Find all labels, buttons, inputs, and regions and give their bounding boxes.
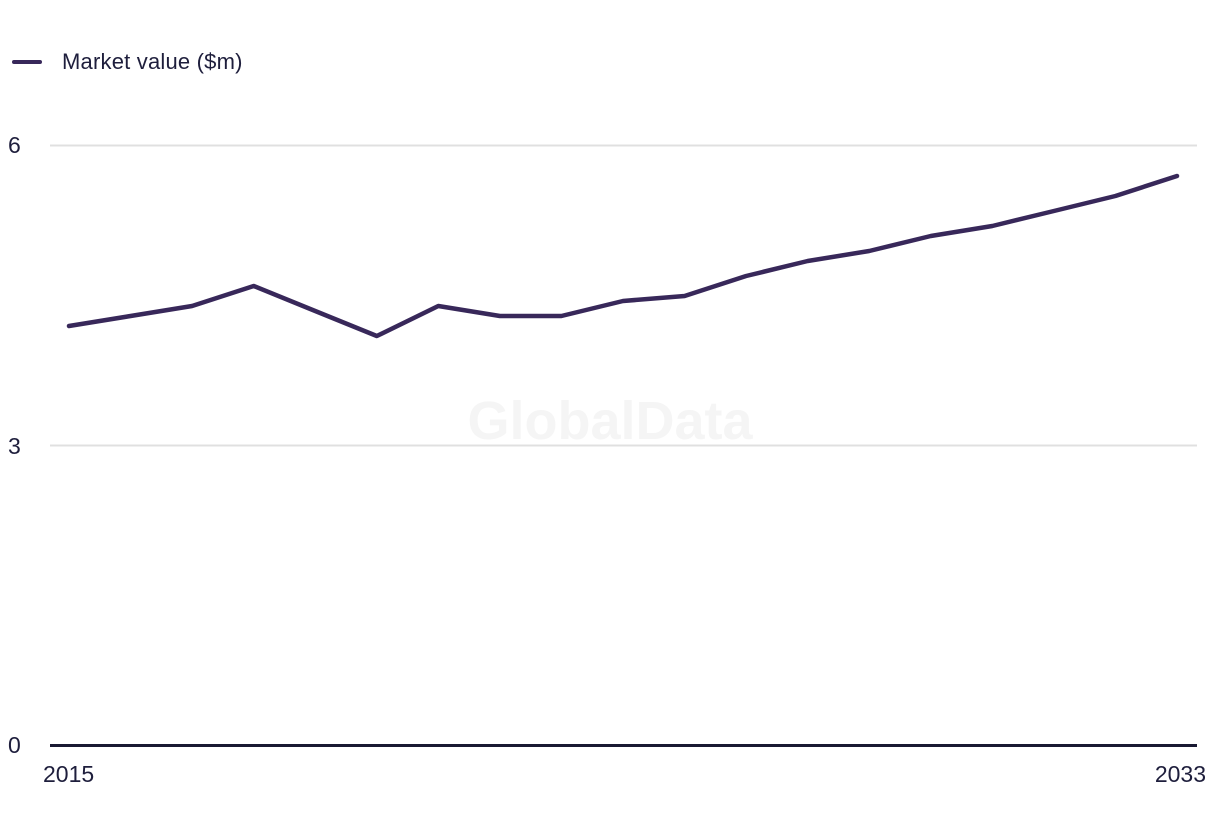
y-tick-label-6: 6 <box>8 132 21 158</box>
legend: Market value ($m) <box>12 49 243 75</box>
x-tick-label-end: 2033 <box>1154 761 1206 787</box>
series-line <box>66 173 1180 339</box>
watermark: GlobalData <box>467 391 753 451</box>
x-tick-label-start: 2015 <box>43 761 95 787</box>
legend-line-swatch <box>12 59 42 65</box>
y-tick-label-3: 3 <box>8 433 21 459</box>
y-tick-label-0: 0 <box>8 732 21 758</box>
legend-label: Market value ($m) <box>62 49 243 74</box>
